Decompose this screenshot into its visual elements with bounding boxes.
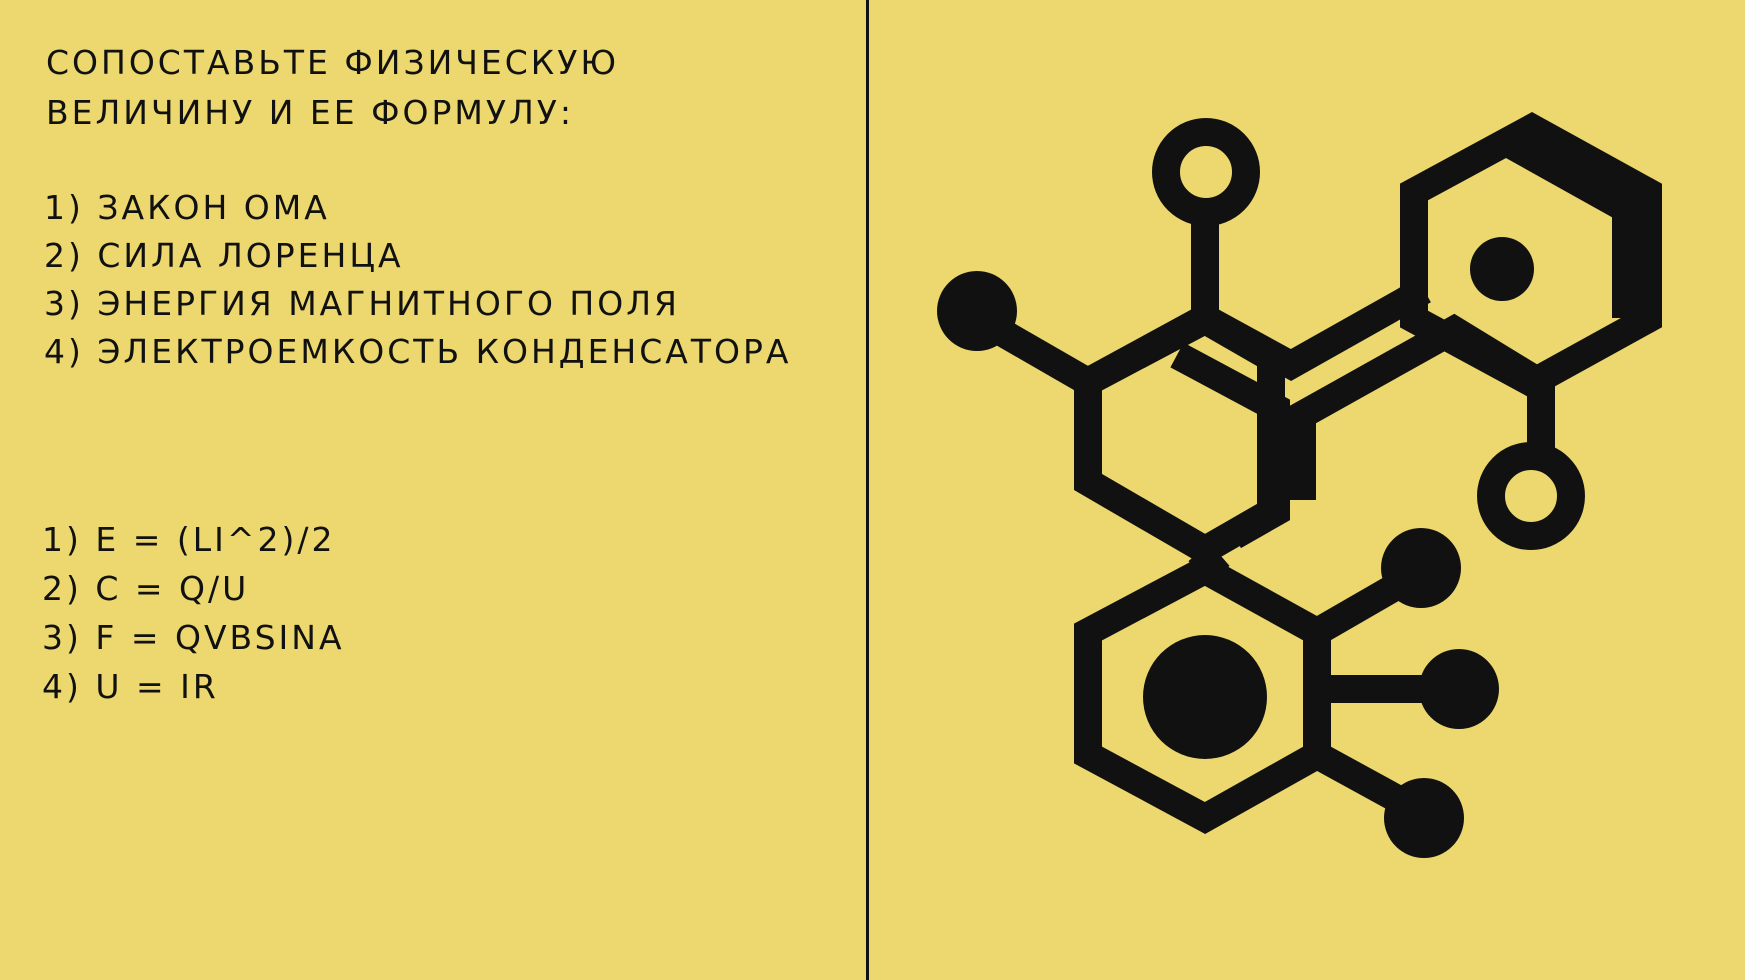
- atom-icon: [937, 271, 1017, 351]
- atom-icon: [1381, 528, 1461, 608]
- quantities-list: 1) Закон Ома 2) Сила Лоренца 3) Энергия …: [44, 184, 791, 376]
- ring-atom-icon: [1152, 118, 1260, 226]
- atom-icon: [1384, 778, 1464, 858]
- ring-atom-icon: [1477, 442, 1585, 550]
- hexagon-inner-line-icon: [1499, 129, 1640, 318]
- bond-chain-icon: [1084, 277, 1431, 393]
- bond-chain-icon: [1288, 313, 1557, 500]
- formulas-list: 1) E = (LI^2)/2 2) C = Q/U 3) F = QVBSIN…: [42, 515, 345, 711]
- bond-cross-icon: [1188, 542, 1230, 585]
- quantity-item: 1) Закон Ома: [44, 188, 330, 227]
- formula-item: 3) F = QVBSINα: [42, 618, 345, 657]
- formula-item: 1) E = (LI^2)/2: [42, 520, 336, 559]
- task-panel: Сопоставьте физическую величину и ее фор…: [0, 0, 866, 980]
- formula-item: 2) C = Q/U: [42, 569, 250, 608]
- atom-icon: [1419, 649, 1499, 729]
- quantity-item: 2) Сила Лоренца: [44, 236, 404, 275]
- task-title: Сопоставьте физическую величину и ее фор…: [46, 43, 619, 132]
- vertical-divider: [866, 0, 869, 980]
- atom-core-icon: [1143, 635, 1267, 759]
- quantity-item: 4) Электроемкость конденсатора: [44, 332, 792, 371]
- molecule-icon: [937, 112, 1662, 858]
- bond-chain-icon: [1170, 342, 1290, 549]
- quantity-item: 3) Энергия магнитного поля: [44, 284, 680, 323]
- formula-item: 4) U = IR: [42, 667, 219, 706]
- atom-core-icon: [1470, 237, 1534, 301]
- illustration-panel: [869, 0, 1745, 980]
